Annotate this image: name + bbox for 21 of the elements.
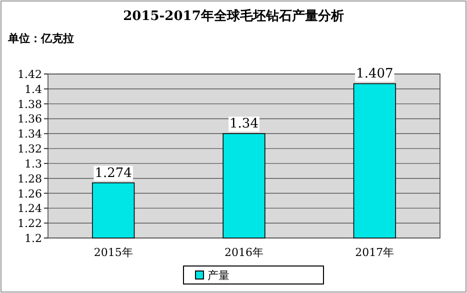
y-tick-label: 1.26 bbox=[18, 187, 42, 200]
x-tick-label: 2016年 bbox=[224, 246, 264, 259]
y-tick-label: 1.42 bbox=[18, 68, 42, 81]
y-tick-label: 1.3 bbox=[24, 157, 42, 170]
x-tick-label: 2017年 bbox=[355, 246, 394, 259]
legend-label: 产量 bbox=[208, 269, 230, 282]
y-tick-label: 1.24 bbox=[18, 202, 42, 216]
y-tick-label: 1.4 bbox=[24, 82, 42, 96]
y-tick-label: 1.2 bbox=[24, 232, 42, 245]
chart-title: 2015-2017年全球毛坯钻石产量分析 bbox=[123, 8, 344, 24]
y-tick-label: 1.38 bbox=[18, 98, 42, 111]
data-label: 1.34 bbox=[230, 116, 258, 132]
y-tick-label: 1.22 bbox=[18, 217, 42, 230]
text: 单位：亿克拉 bbox=[7, 32, 74, 45]
y-tick-label: 1.32 bbox=[18, 142, 42, 156]
data-label: 1.407 bbox=[356, 66, 394, 82]
y-tick-label: 1.34 bbox=[18, 128, 42, 141]
y-tick-label: 1.28 bbox=[18, 172, 42, 186]
data-label: 1.274 bbox=[94, 166, 132, 181]
y-tick-label: 1.36 bbox=[18, 112, 42, 126]
x-tick-label: 2015年 bbox=[94, 246, 133, 259]
